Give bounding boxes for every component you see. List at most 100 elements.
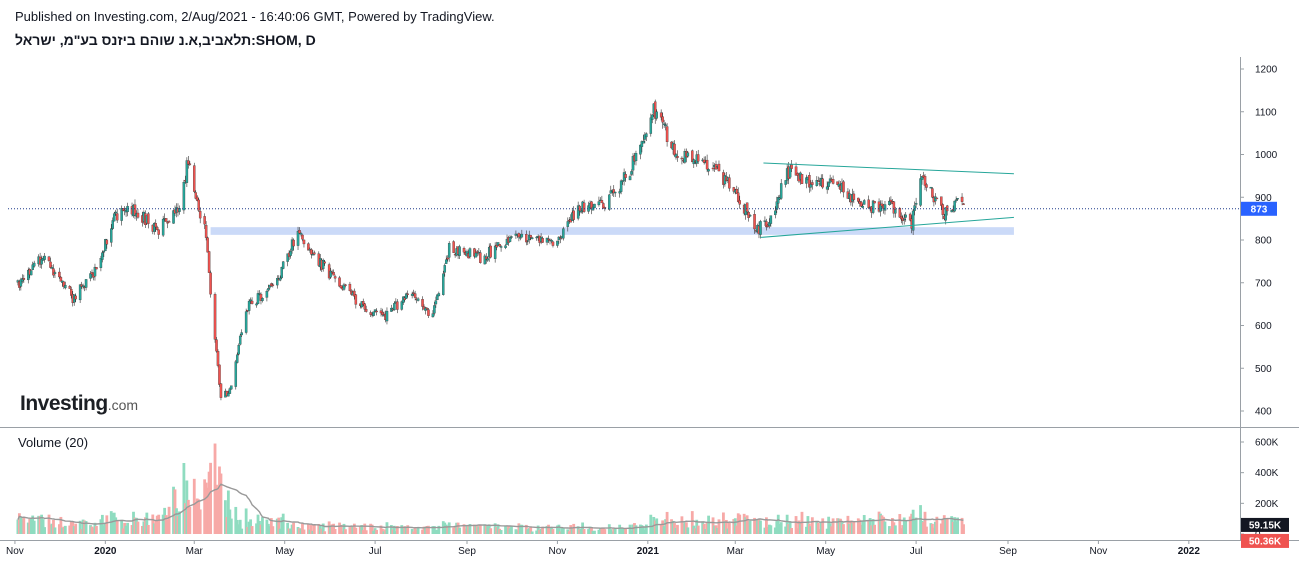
candle-body [393,303,396,311]
volume-bar [204,482,208,534]
volume-bar [545,525,549,534]
volume-bar [370,524,374,534]
candle-body [286,253,289,262]
volume-bar [769,525,773,534]
candle-body [198,210,202,219]
volume-bar [298,528,301,534]
volume-bar [100,514,104,534]
volume-bar [307,523,310,534]
candle-body [883,204,887,211]
volume-bar [600,528,604,534]
volume-bar [815,521,819,534]
axes-layer: 1200 1100 1000 900 800 700 600 500 400 600K 400K 20… [0,57,1299,557]
volume-bar [375,529,378,534]
candle-body [888,200,891,206]
volume-bar [692,525,696,534]
candle-body [240,332,243,336]
candle-body [486,258,489,261]
candle-body [458,246,461,256]
candle-body [136,212,140,218]
volume-bar [259,524,263,534]
volume-bar [382,531,386,534]
volume-bar [673,523,676,534]
volume-bar [747,520,751,534]
volume-bar [188,506,192,534]
volume-bar [247,521,251,534]
volume-bar [133,517,137,534]
volume-bar [738,514,742,534]
candle-body [218,364,221,385]
candle-body [495,244,498,248]
candle-body [187,160,190,165]
candle-body [195,196,199,201]
candle-body [27,269,30,281]
volume-bar [41,519,45,534]
volume-bar [333,528,337,534]
volume-bar [69,521,73,534]
volume-bar [52,519,55,534]
volume-bar [342,523,346,534]
candle-body [462,247,466,253]
candle-body [363,303,366,310]
volume-bar [796,528,799,534]
candle-body [323,261,326,264]
volume-bar [226,490,230,534]
volume-bar [95,525,98,534]
volume-bar [287,528,291,534]
volume-bar [925,526,928,534]
volume-bar [722,512,725,534]
time-axis-label: May [275,546,294,557]
candle-body [236,354,239,363]
volume-bar [899,528,903,534]
candle-body [29,270,33,276]
volume-bar [868,518,872,534]
candle-body [717,163,721,172]
time-axis-label: 2021 [637,546,660,557]
volume-bar [413,528,417,534]
candle-body [115,213,119,221]
lower-trendline [760,216,1014,238]
candle-body [353,290,356,297]
volume-bar [400,525,404,534]
volume-bar [923,511,927,534]
volume-bar [929,523,933,534]
time-axis-label: Nov [1090,546,1108,557]
candle-body [489,245,492,258]
volume-bar [819,522,823,534]
time-axis-label: Jul [910,546,923,557]
volume-bar [670,519,673,534]
candle-body [628,176,632,181]
volume-bar [392,525,396,534]
volume-bar [130,525,134,534]
volume-bar [624,528,627,534]
volume-bar [309,524,313,534]
candle-body [216,351,220,366]
volume-bar [194,502,198,534]
candle-body [31,264,34,271]
volume-bar [850,523,854,534]
candle-body [259,293,263,301]
candle-body [278,277,282,281]
volume-bar [390,525,393,534]
candle-body [206,237,209,253]
candle-body [763,220,767,222]
volume-bar [477,526,481,534]
volume-bar [395,526,399,534]
volume-bar [499,530,503,534]
volume-bar [723,521,727,534]
volume-bar [152,523,156,534]
volume-bar [548,528,552,534]
candle-body [735,189,739,194]
candle-body [686,152,690,157]
volume-bar [124,525,128,534]
volume-bar [944,518,948,534]
volume-bar [473,524,476,534]
candle-body [707,169,710,172]
volume-bar [183,503,187,534]
volume-bar [508,528,512,534]
candle-body [728,177,731,189]
volume-bar [910,513,914,534]
volume-bar [612,528,616,534]
candle-body [381,311,384,316]
volume-bar [776,514,780,534]
